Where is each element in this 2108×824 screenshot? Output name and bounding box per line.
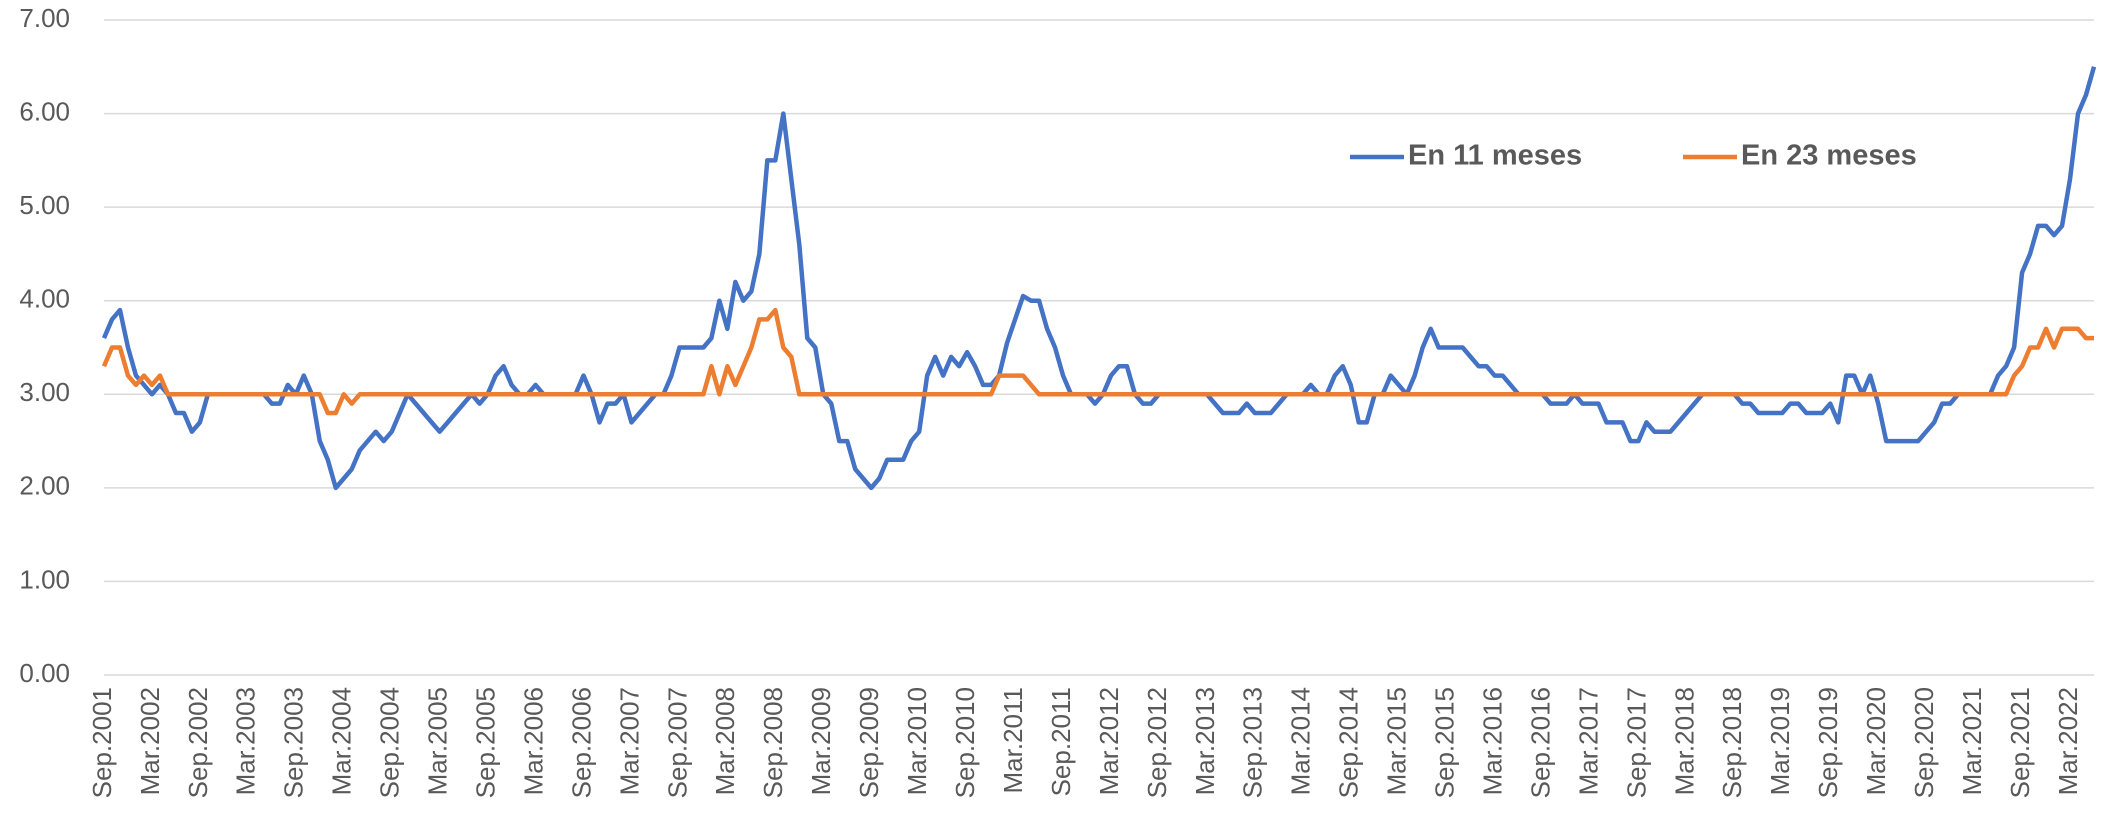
x-tick-label: Sep.2020 [1909,687,1939,798]
x-tick-label: Sep.2017 [1621,687,1651,798]
y-tick-label: 4.00 [19,284,70,314]
x-tick-label: Sep.2013 [1238,687,1268,798]
x-tick-label: Sep.2018 [1717,687,1747,798]
x-tick-label: Sep.2010 [950,687,980,798]
legend-label: En 23 meses [1741,140,1917,172]
x-tick-label: Mar.2004 [327,687,357,795]
line-series [101,66,2097,491]
x-tick-label: Sep.2015 [1430,687,1460,798]
y-tick-label: 2.00 [19,471,70,501]
x-tick-label: Mar.2007 [614,687,644,795]
y-tick-label: 6.00 [19,96,70,126]
y-tick-label: 1.00 [19,564,70,594]
x-tick-label: Mar.2014 [1286,687,1316,795]
x-tick-label: Sep.2001 [87,687,117,798]
x-tick-label: Sep.2021 [2005,687,2035,798]
y-tick-label: 0.00 [19,658,70,688]
x-tick-label: Sep.2011 [1046,687,1076,796]
x-tick-label: Mar.2009 [806,687,836,795]
x-tick-label: Sep.2004 [375,687,405,798]
y-tick-label: 3.00 [19,377,70,407]
x-tick-label: Mar.2013 [1190,687,1220,795]
x-tick-label: Mar.2016 [1477,687,1507,795]
x-tick-label: Mar.2005 [423,687,453,795]
x-tick-label: Mar.2012 [1094,687,1124,795]
x-tick-label: Sep.2009 [854,687,884,798]
line-series [101,307,2094,416]
x-tick-label: Mar.2010 [902,687,932,795]
x-tick-label: Sep.2003 [279,687,309,798]
x-tick-label: Mar.2006 [518,687,548,795]
x-tick-label: Sep.2012 [1142,687,1172,798]
x-tick-label: Sep.2008 [758,687,788,798]
legend-label: En 11 meses [1408,140,1582,172]
x-tick-label: Mar.2022 [2053,687,2083,795]
x-tick-label: Sep.2006 [566,687,596,798]
x-tick-label: Mar.2021 [1957,687,1987,795]
x-tick-label: Sep.2014 [1334,687,1364,798]
x-tick-label: Mar.2019 [1765,687,1795,795]
y-tick-label: 5.00 [19,190,70,220]
x-tick-label: Mar.2008 [710,687,740,795]
x-tick-label: Mar.2003 [231,687,261,795]
x-tick-label: Sep.2016 [1525,687,1555,798]
x-tick-label: Mar.2011 [998,687,1028,793]
x-tick-label: Mar.2015 [1382,687,1412,795]
x-tick-label: Mar.2017 [1573,687,1603,795]
x-tick-label: Mar.2002 [135,687,165,795]
x-tick-label: Sep.2005 [470,687,500,798]
x-tick-label: Mar.2018 [1669,687,1699,795]
x-tick-label: Sep.2002 [183,687,213,798]
y-tick-label: 7.00 [19,3,70,33]
x-tick-label: Mar.2020 [1861,687,1891,795]
x-tick-label: Sep.2007 [662,687,692,798]
x-tick-label: Sep.2019 [1813,687,1843,798]
